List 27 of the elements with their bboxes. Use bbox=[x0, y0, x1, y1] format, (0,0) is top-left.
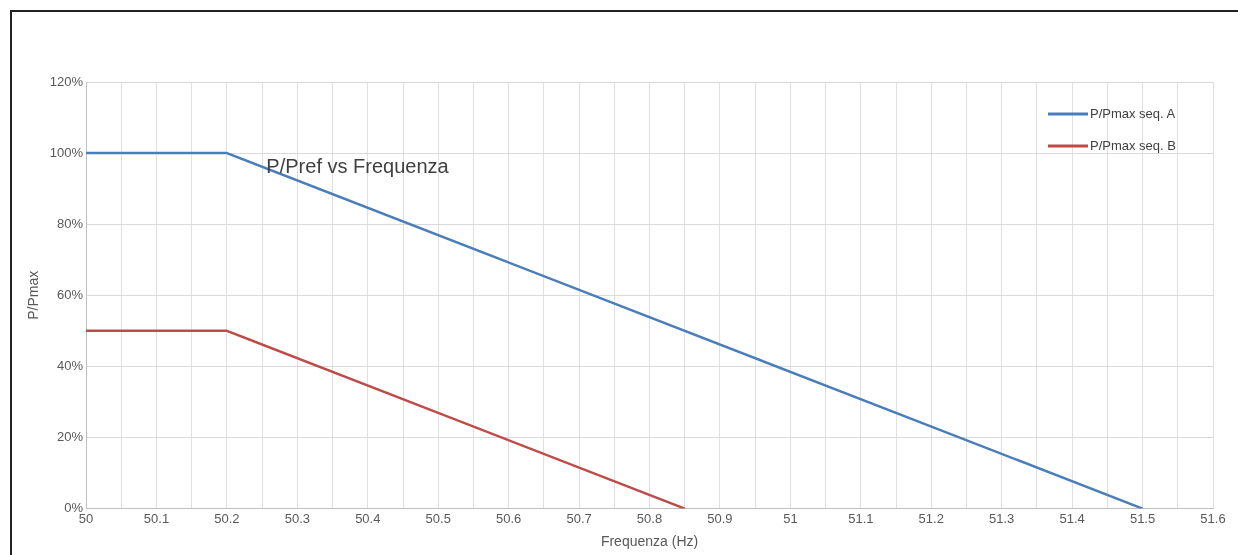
x-tick-label: 50.7 bbox=[566, 510, 592, 526]
x-axis-title: Frequenza (Hz) bbox=[600, 533, 699, 550]
y-axis-title: P/Pmax bbox=[25, 270, 42, 320]
y-tick-label: 60% bbox=[57, 286, 84, 302]
y-tick-label: 80% bbox=[57, 215, 84, 231]
x-tick-label: 50.4 bbox=[355, 510, 381, 526]
x-tick-label: 50.8 bbox=[636, 510, 663, 526]
x-tick-label: 50.3 bbox=[284, 510, 311, 526]
x-tick-label: 51.6 bbox=[1200, 510, 1226, 526]
x-tick-label: 50.2 bbox=[214, 510, 240, 526]
x-tick-label: 51 bbox=[783, 510, 798, 526]
x-tick-label: 50.1 bbox=[143, 510, 170, 526]
x-tick-label: 51.4 bbox=[1059, 510, 1085, 526]
y-tick-label: 100% bbox=[49, 144, 84, 160]
y-tick-label: 20% bbox=[57, 429, 84, 445]
x-tick-label: 51.5 bbox=[1129, 510, 1156, 526]
x-tick-label: 51.1 bbox=[848, 510, 874, 526]
x-tick-label: 51.3 bbox=[989, 510, 1015, 526]
x-tick-label: 50.5 bbox=[425, 510, 451, 526]
legend-label: P/Pmax seq. A bbox=[1090, 105, 1176, 121]
y-tick-label: 120% bbox=[49, 73, 84, 89]
x-tick-label: 51.2 bbox=[918, 510, 944, 526]
text: P/Pref vs Frequenza bbox=[266, 154, 450, 177]
x-tick-label: 50.9 bbox=[707, 510, 733, 526]
legend-label: P/Pmax seq. B bbox=[1090, 137, 1176, 153]
y-tick-label: 40% bbox=[57, 357, 84, 373]
x-tick-label: 50.6 bbox=[496, 510, 522, 526]
